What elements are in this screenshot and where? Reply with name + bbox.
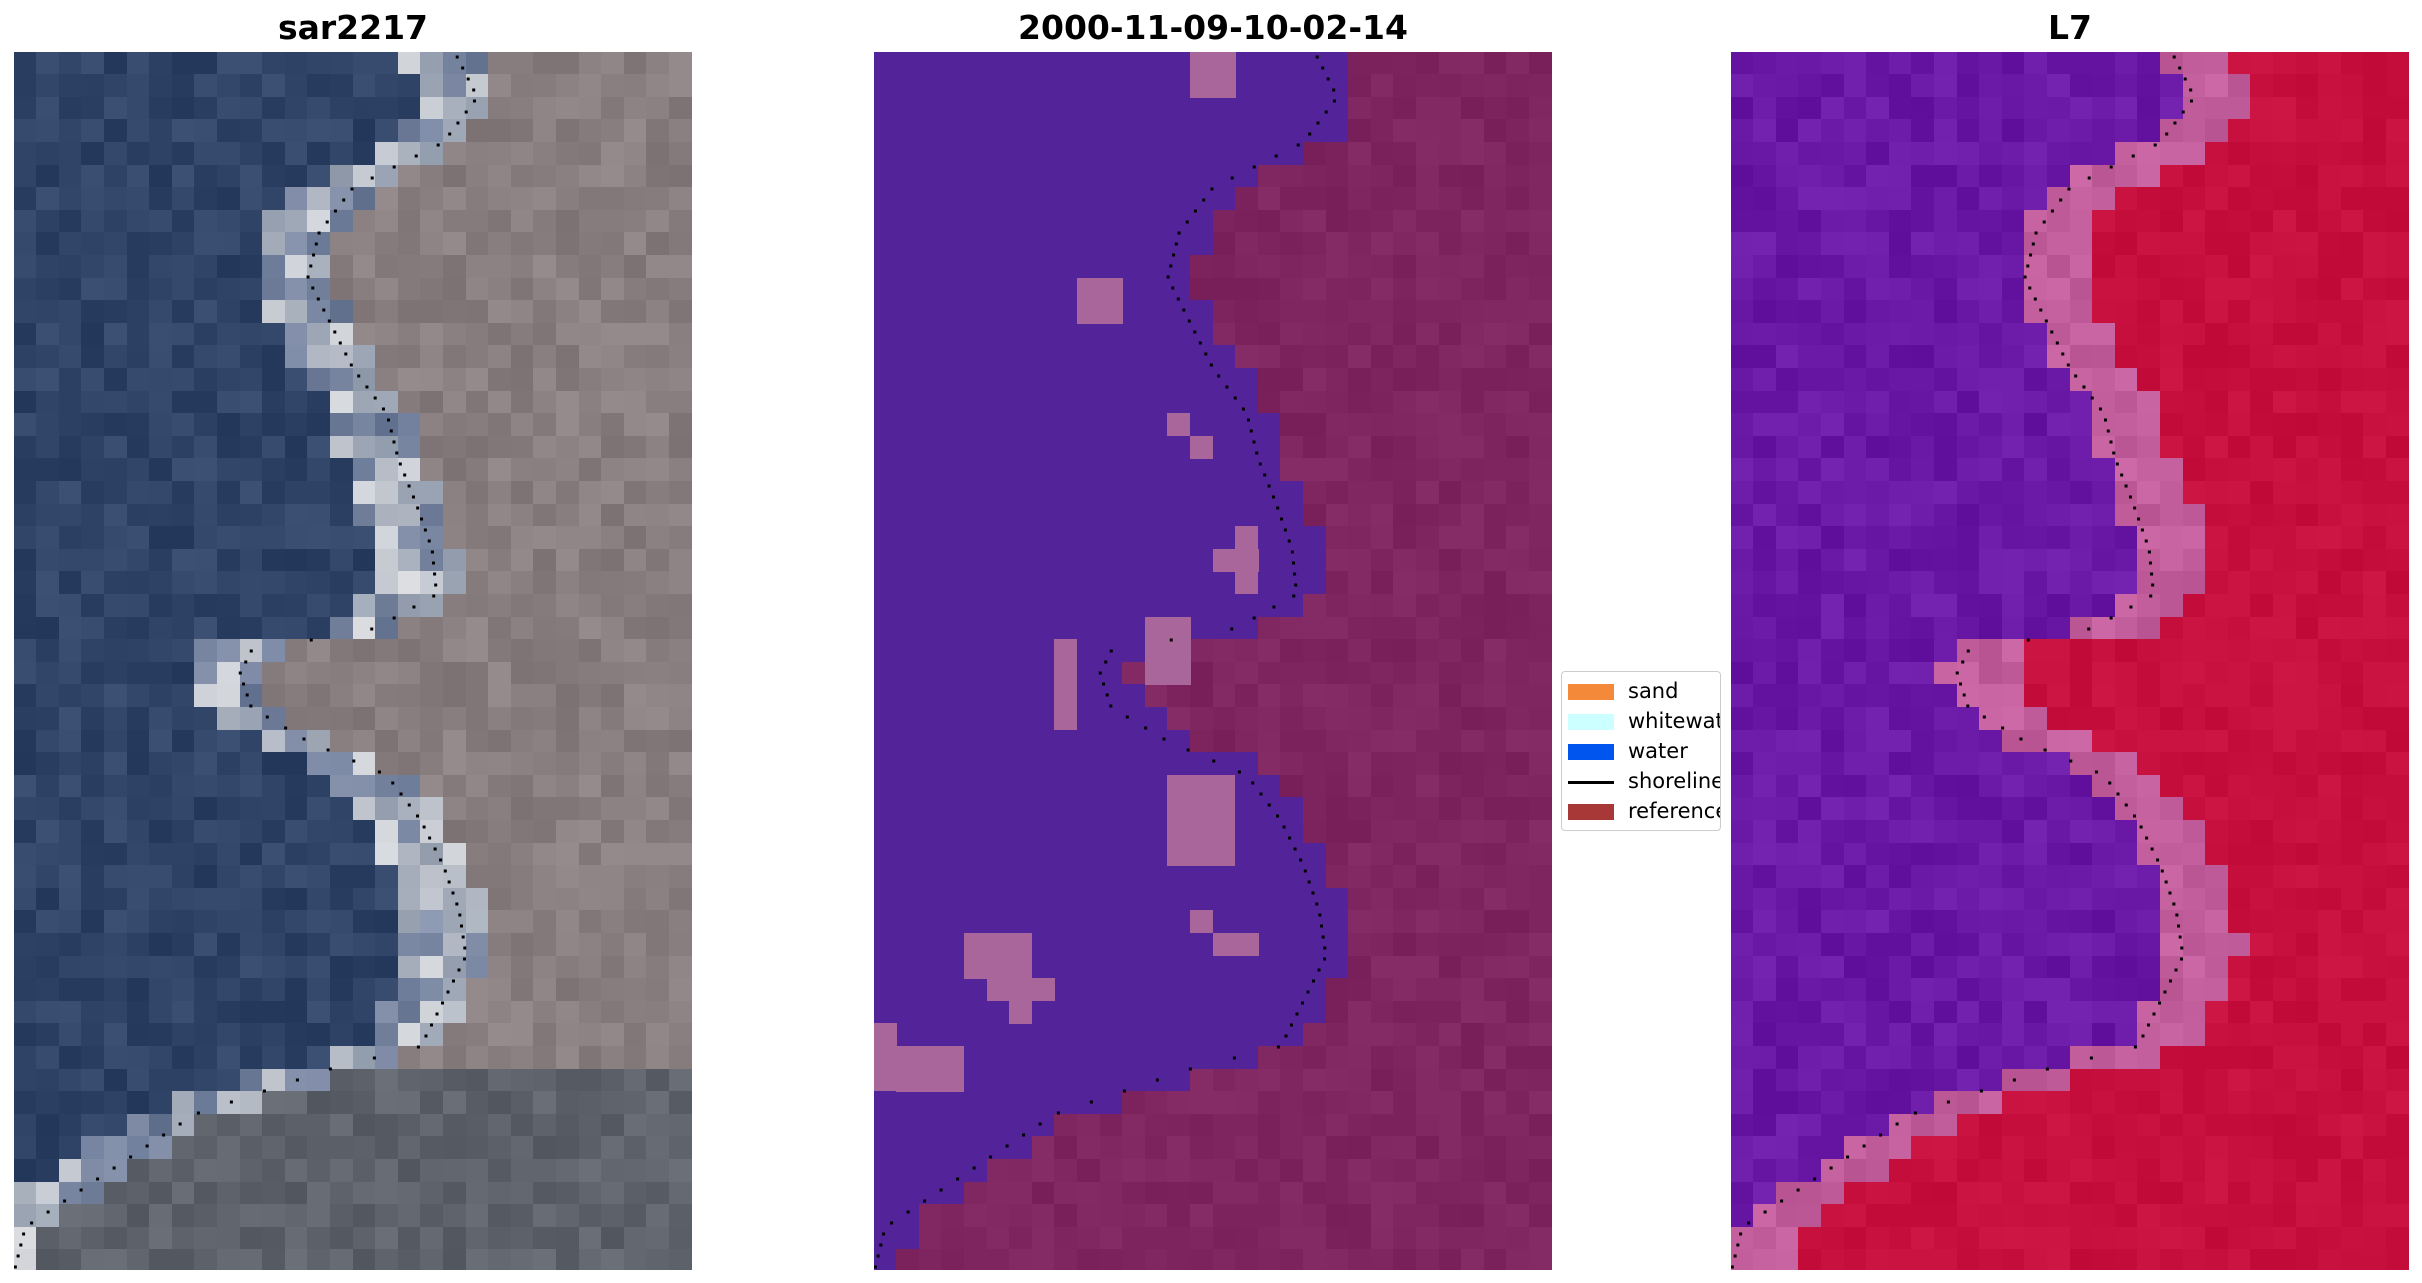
- whitewater-swatch: [1568, 714, 1614, 730]
- index-image-panel: [1731, 52, 2409, 1270]
- panel-title-l7: L7: [2048, 8, 2092, 47]
- panel-title-sar2217: sar2217: [277, 8, 429, 47]
- rgb-satellite-image: [14, 52, 692, 1270]
- legend-label-reference: reference: [1628, 799, 1721, 823]
- legend-label-water: water: [1628, 739, 1688, 763]
- classification-panel: [874, 52, 1552, 1270]
- classified-image: [874, 52, 1552, 1270]
- legend-label-sand: sand: [1628, 679, 1679, 703]
- water-swatch: [1568, 744, 1614, 760]
- legend-label-shoreline: shoreline: [1628, 769, 1721, 793]
- legend-item-sand: sand: [1562, 676, 1720, 706]
- legend-label-whitewater: whitewater: [1628, 709, 1720, 733]
- legend-item-shoreline: shoreline: [1562, 766, 1721, 796]
- rgb-image-panel: [14, 52, 692, 1270]
- shoreline-line-sample: [1568, 781, 1614, 784]
- panel-title-date: 2000-11-09-10-02-14: [1018, 8, 1408, 47]
- water-index-image: [1731, 52, 2409, 1270]
- legend-item-reference: reference: [1562, 796, 1721, 826]
- legend-item-whitewater: whitewater: [1562, 706, 1720, 736]
- sand-swatch: [1568, 684, 1614, 700]
- reference-swatch: [1568, 804, 1614, 820]
- legend-item-water: water: [1562, 736, 1720, 766]
- legend: sand whitewater water shoreline referenc…: [1561, 671, 1721, 831]
